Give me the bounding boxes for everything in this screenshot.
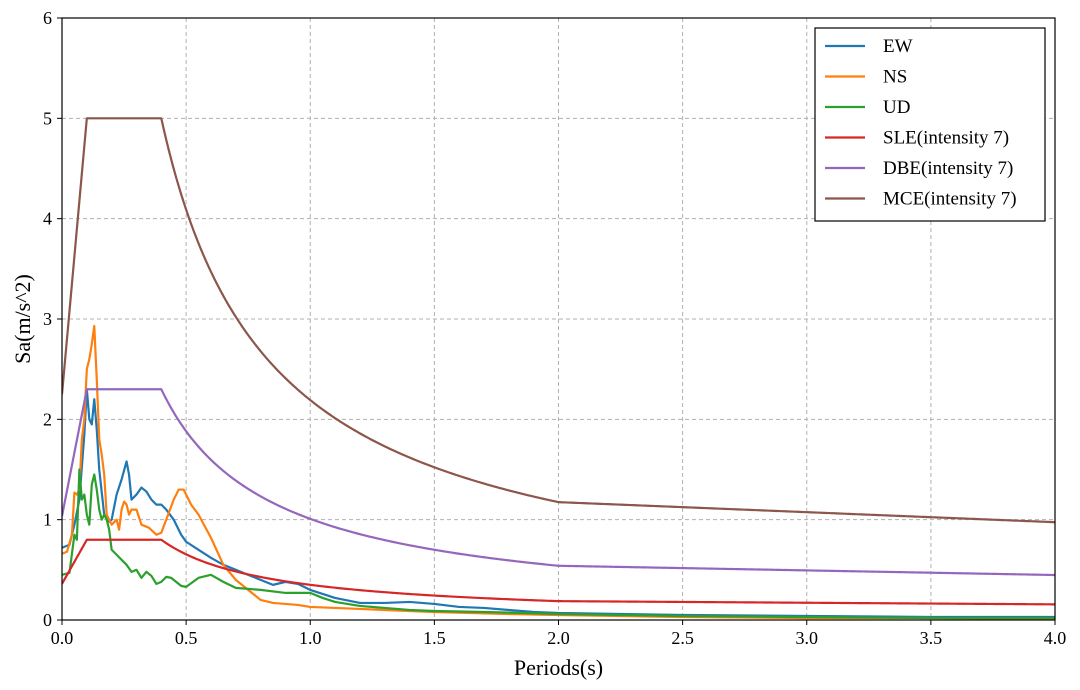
legend-label-ud: UD	[883, 97, 910, 118]
legend-label-mce-intensity-7: MCE(intensity 7)	[883, 189, 1017, 210]
x-tick-label: 4.0	[1044, 628, 1067, 648]
x-tick-label: 2.0	[547, 628, 570, 648]
y-tick-label: 6	[43, 8, 52, 28]
legend-label-sle-intensity-7: SLE(intensity 7)	[883, 128, 1009, 149]
y-axis-label: Sa(m/s^2)	[10, 274, 35, 364]
x-axis-label: Periods(s)	[514, 655, 603, 680]
x-tick-label: 3.5	[920, 628, 943, 648]
legend-box	[814, 27, 1046, 222]
series-line-mce-intensity-7	[62, 117, 1055, 524]
legend-label-ew: EW	[883, 36, 913, 57]
y-tick-label: 1	[43, 510, 52, 530]
y-tick-label: 4	[43, 209, 52, 229]
legend-label-ns: NS	[883, 67, 907, 88]
x-tick-label: 2.5	[671, 628, 694, 648]
series-line-sle-intensity-7	[62, 538, 1055, 606]
y-tick-label: 3	[43, 309, 52, 329]
y-tick-label: 5	[43, 108, 52, 128]
x-tick-label: 0.5	[175, 628, 198, 648]
ticks: 0.0 0.5 1.0 1.5 2.0 2.5 3.0 3.5 4.0 0 1 2 3 4 5 6	[43, 8, 1066, 648]
legend: EW NS UD SLE(intensity 7) DBE(intensity 7) MC…	[814, 27, 1046, 222]
series-line-dbe-intensity-7	[62, 388, 1055, 577]
x-tick-label: 1.0	[299, 628, 322, 648]
series-line-ew	[62, 388, 1055, 619]
legend-label-dbe-intensity-7: DBE(intensity 7)	[883, 158, 1013, 179]
y-tick-label: 2	[43, 409, 52, 429]
x-tick-label: 1.5	[423, 628, 446, 648]
x-tick-label: 0.0	[51, 628, 74, 648]
series-line-ud	[62, 468, 1055, 620]
y-tick-label: 0	[43, 610, 52, 630]
series-line-ns	[62, 324, 1055, 620]
x-tick-label: 3.0	[796, 628, 819, 648]
series-layer	[62, 117, 1055, 620]
